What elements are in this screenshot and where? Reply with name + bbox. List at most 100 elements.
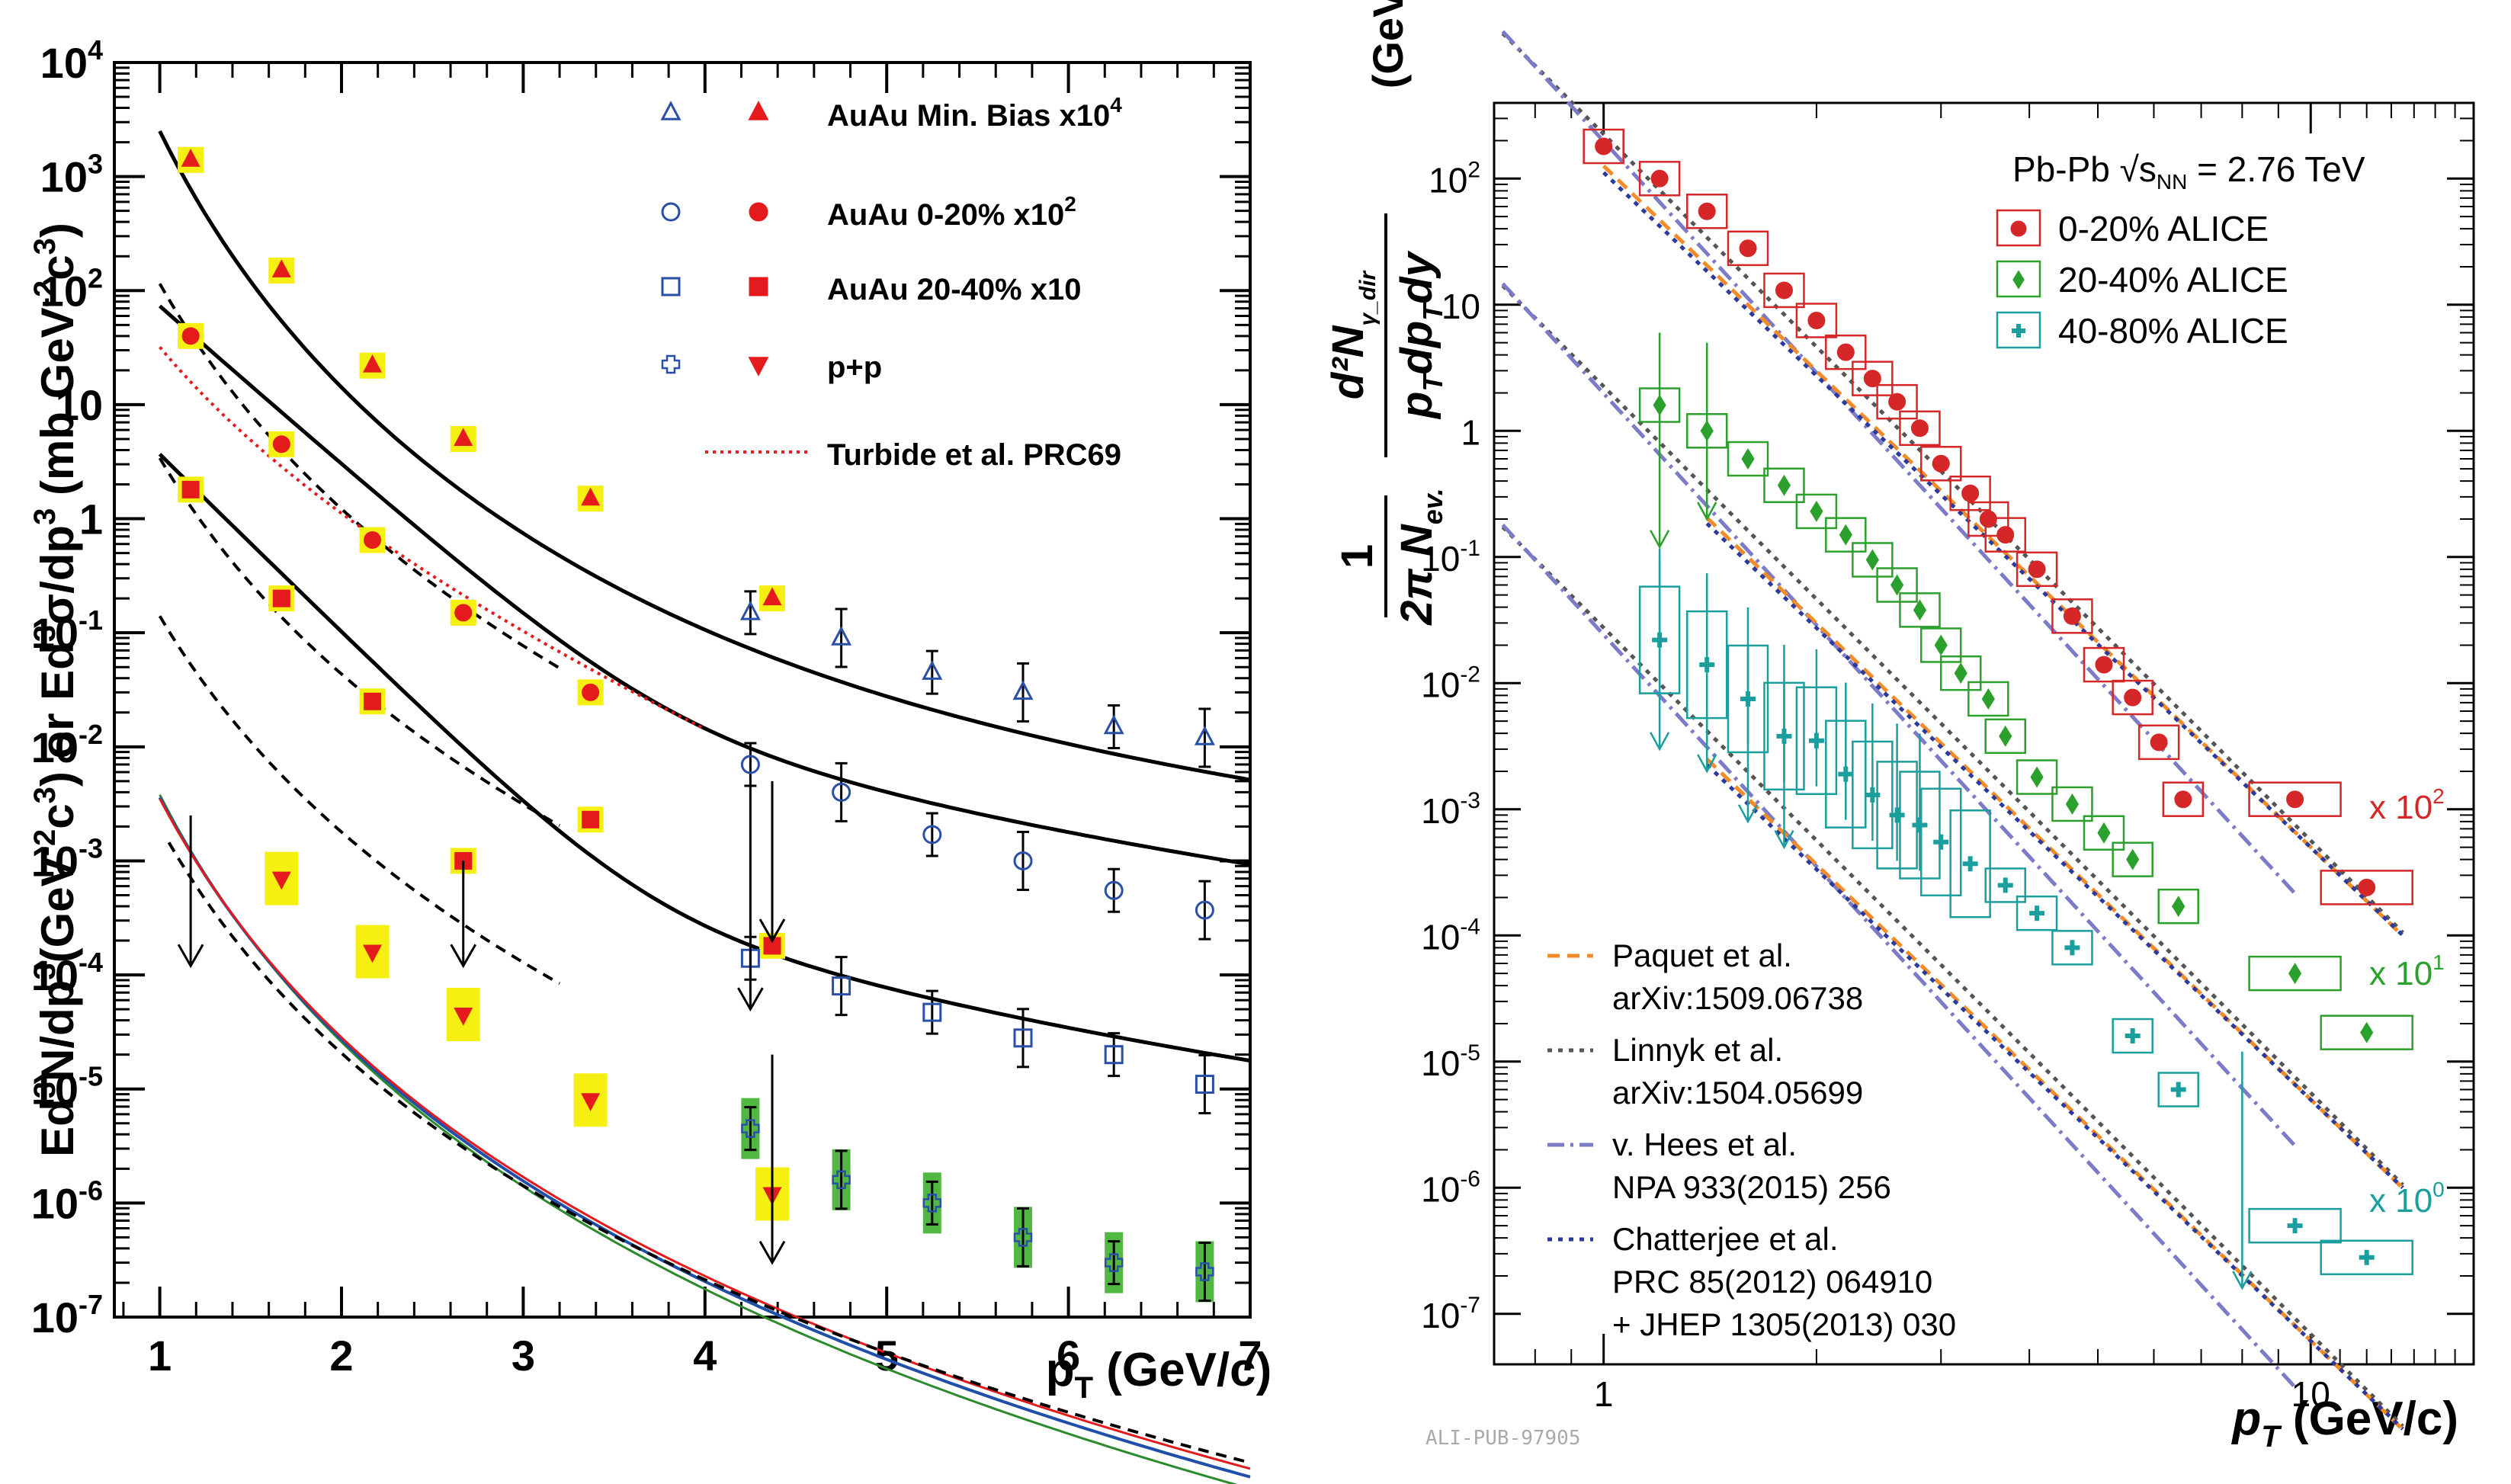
sys-error-box (2016, 551, 2058, 588)
data-point (2174, 790, 2192, 809)
data-point (2126, 848, 2140, 870)
data-point (832, 1170, 851, 1190)
legend-label: 20-40% ALICE (2058, 260, 2288, 300)
sys-error-box (1638, 161, 1681, 197)
data-point (2288, 963, 2302, 985)
sys-error-box (1899, 592, 1941, 628)
data-point (2172, 896, 2186, 918)
data-point (1195, 900, 1214, 920)
data-point (1996, 526, 2015, 544)
sys-error-box (1899, 410, 1941, 447)
legend-marker-filled (749, 202, 768, 222)
data-point (581, 1093, 601, 1111)
data-point (363, 944, 383, 963)
data-point (2286, 790, 2304, 809)
data-point (2029, 905, 2045, 921)
data-point (2125, 1028, 2141, 1044)
data-point (2028, 560, 2046, 579)
data-point (1103, 714, 1124, 735)
data-point (271, 871, 291, 890)
sys-error-box (2137, 724, 2180, 761)
chatterjee-curve (1602, 171, 2404, 938)
pp-nlo-green (159, 794, 1238, 1484)
data-point (1890, 574, 1904, 596)
legend-label: AuAu 20-40% x10 (827, 273, 1081, 306)
sys-error-box (2162, 781, 2205, 817)
scale-factor-label: x 102 (2369, 784, 2445, 826)
y-tick-label: 1 (1461, 412, 1480, 452)
data-point (1104, 880, 1124, 900)
upper-limit-arrowhead (737, 987, 764, 1012)
legend-label: Turbide et al. PRC69 (827, 438, 1121, 472)
legend-marker-open (660, 101, 681, 120)
data-point (2095, 655, 2113, 674)
sys-error-box (1984, 517, 2026, 553)
data-point (832, 976, 851, 996)
data-point (1739, 239, 1757, 258)
y-tick-label: 10 (56, 381, 103, 429)
y-tick-label: 10-6 (1421, 1166, 1480, 1209)
sys-error-box (2248, 1207, 2342, 1244)
y-tick-label: 10-2 (31, 719, 103, 771)
data-point (1910, 419, 1929, 438)
sys-error-box (1825, 334, 1867, 370)
model-legend-label: Chatterjee et al. (1612, 1221, 1839, 1257)
y-tick-label: 10-4 (1421, 914, 1480, 957)
data-point (1775, 281, 1793, 300)
data-point (2064, 940, 2080, 956)
sys-error-box (1984, 867, 2026, 903)
sys-error-box (2051, 786, 2093, 822)
model-legend-ref: NPA 933(2015) 256 (1612, 1169, 1891, 1205)
pp-nlo-blue (158, 796, 1251, 1479)
data-point (454, 604, 473, 622)
model-legend-label: v. Hees et al. (1612, 1127, 1797, 1162)
data-point (1013, 1228, 1033, 1247)
y-tick-label: 1 (79, 495, 103, 543)
legend-marker (2012, 270, 2025, 290)
data-point (922, 825, 942, 845)
y-tick-label: 102 (40, 262, 103, 315)
data-point (1807, 311, 1826, 329)
data-point (454, 1007, 473, 1026)
right-x-axis-label: pT (GeV/c) (2230, 1393, 2458, 1454)
ylabel-bottom: 2π Nev. (1392, 488, 1448, 626)
sys-error-box (2016, 895, 2058, 931)
data-point (2063, 607, 2081, 625)
sys-error-box (1795, 493, 1838, 530)
sys-error-box (2248, 781, 2342, 817)
y-tick-label: 10-1 (31, 604, 103, 657)
data-point (1104, 1253, 1124, 1272)
model-legend-ref: arXiv:1504.05699 (1612, 1075, 1863, 1111)
model-legend-ref: PRC 85(2012) 064910 (1612, 1264, 1932, 1300)
left-plot-frame (113, 61, 1252, 1319)
sys-error-box (2320, 1014, 2413, 1050)
upper-limit-arrowhead (1737, 804, 1759, 824)
model-legend-label: Paquet et al. (1612, 938, 1792, 973)
scale-factor-label: x 100 (2369, 1178, 2445, 1220)
data-point (762, 587, 782, 606)
data-point (832, 782, 851, 802)
pp-nlo-red (159, 798, 1251, 1470)
upper-limit-arrowhead (758, 918, 786, 944)
legend-box (1996, 311, 2041, 349)
data-point (1865, 549, 1879, 571)
sys-error-box (1852, 361, 1894, 396)
paquet-curve (1705, 758, 2404, 1431)
data-point (2030, 766, 2044, 788)
sys-error-box (2083, 815, 2125, 851)
data-point (1012, 680, 1034, 700)
legend-marker (2010, 220, 2027, 237)
model-legend-ref2: + JHEP 1305(2013) 030 (1612, 1306, 1956, 1342)
legend-box (1996, 209, 2041, 247)
sys-error-box (1919, 787, 1962, 897)
legend-label: AuAu Min. Bias x104 (827, 93, 1122, 133)
data-point (581, 487, 601, 506)
left-x-axis-label: pT (GeV/c) (1046, 1344, 1272, 1405)
system-label: Pb-Pb √sNN = 2.76 TeV (2012, 149, 2365, 194)
y-tick-label: 10-3 (1421, 788, 1480, 831)
sys-error-box (1727, 230, 1769, 267)
data-point (1741, 448, 1755, 470)
upper-limit-arrowhead (1697, 754, 1717, 774)
data-point (1836, 343, 1855, 361)
